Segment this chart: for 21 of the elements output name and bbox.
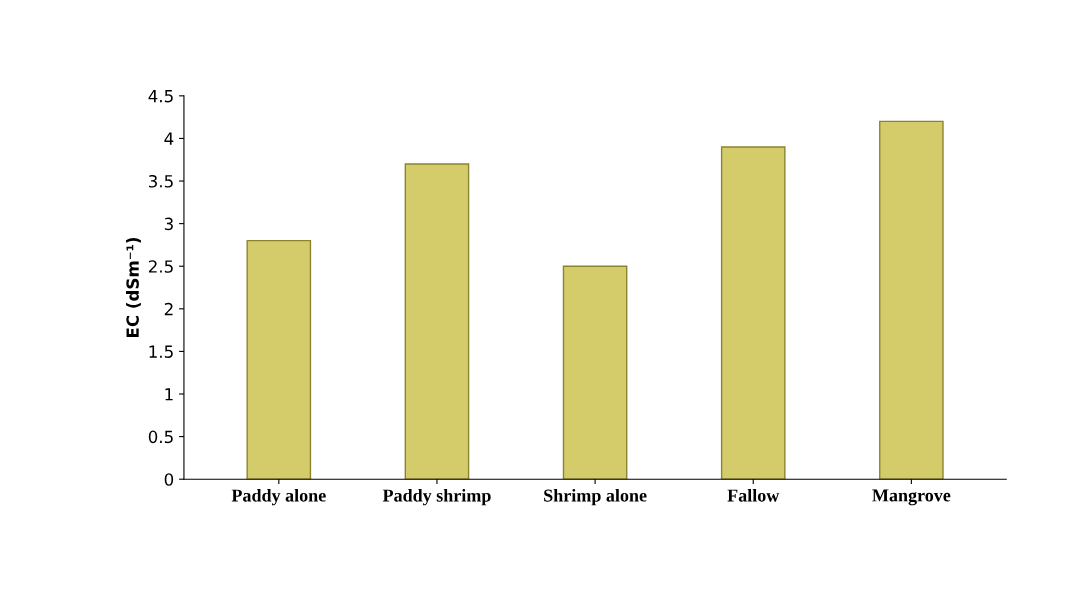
y-tick-label: 3.5: [148, 174, 173, 188]
y-tick-label: 3: [164, 217, 173, 231]
y-tick-label: 1.5: [149, 345, 173, 358]
x-tick-label: Shrimp alone: [544, 488, 647, 506]
x-tick-label: Paddy alone: [231, 488, 326, 506]
x-tick-label: Mangrove: [872, 489, 951, 506]
bar: [404, 163, 470, 480]
y-tick-label: 4.5: [148, 90, 173, 103]
y-tick-label: 2: [164, 302, 173, 316]
y-tick-label: 1: [165, 388, 173, 401]
bar: [562, 265, 628, 480]
y-axis-title: EC (dSm⁻¹): [126, 237, 141, 338]
y-tick-label: 2.5: [148, 260, 173, 273]
x-tick-label: Paddy shrimp: [382, 488, 491, 506]
bar: [246, 239, 312, 480]
y-tick-label: 4: [164, 132, 174, 145]
bar: [720, 146, 786, 480]
x-tick-label: Fallow: [727, 488, 780, 502]
y-tick-label: 0: [164, 473, 174, 486]
y-tick-label: 0.5: [148, 430, 173, 444]
bar: [879, 120, 944, 480]
